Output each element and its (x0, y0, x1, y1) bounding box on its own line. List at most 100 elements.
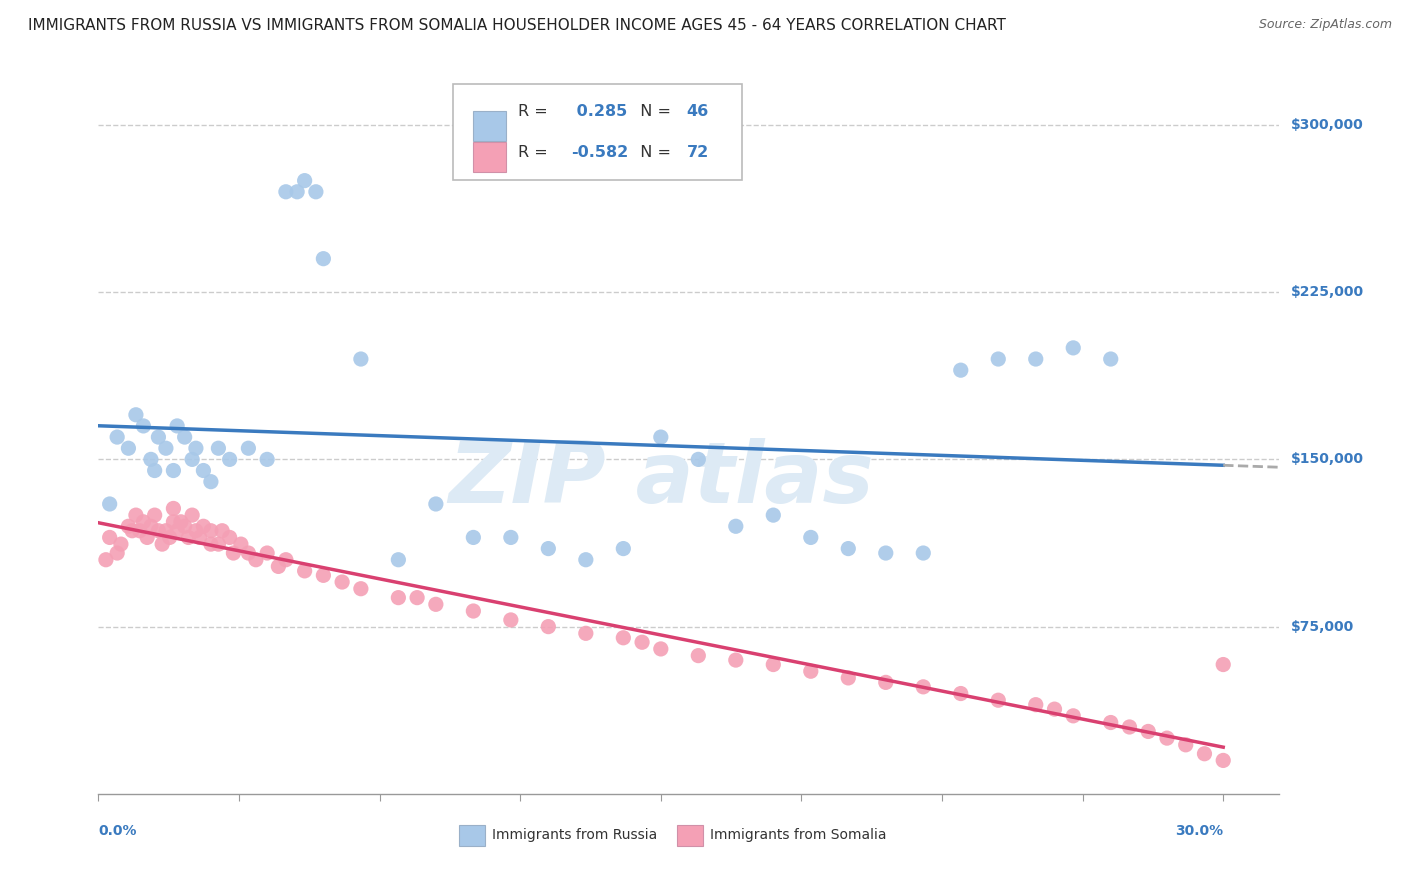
Point (762, 508, 785, 523)
Text: $300,000: $300,000 (1291, 118, 1364, 132)
Point (105, 546, 128, 560)
Point (193, 519, 215, 533)
Point (612, 541, 634, 556)
Text: R =: R = (517, 104, 553, 120)
Point (143, 464, 166, 478)
Point (148, 524, 170, 538)
Point (575, 552, 598, 567)
Point (173, 519, 195, 533)
Text: 46: 46 (686, 104, 709, 120)
Point (188, 530, 211, 544)
Point (155, 524, 177, 538)
Text: R =: R = (517, 145, 553, 160)
Point (193, 464, 215, 478)
Point (949, 687, 972, 701)
Point (238, 546, 260, 560)
Point (98, 497, 121, 511)
FancyBboxPatch shape (453, 84, 742, 180)
Point (94, 552, 117, 567)
Point (125, 408, 148, 422)
Point (229, 537, 252, 551)
Text: $150,000: $150,000 (1291, 452, 1364, 467)
Point (987, 351, 1010, 366)
Point (1156, 731, 1178, 746)
Point (987, 693, 1010, 707)
Point (350, 351, 373, 366)
Text: Immigrants from Russia: Immigrants from Russia (492, 829, 657, 842)
Point (1043, 702, 1066, 716)
Point (537, 541, 560, 556)
Text: IMMIGRANTS FROM RUSSIA VS IMMIGRANTS FROM SOMALIA HOUSEHOLDER INCOME AGES 45 - 6: IMMIGRANTS FROM RUSSIA VS IMMIGRANTS FRO… (28, 18, 1007, 33)
Point (425, 497, 447, 511)
Point (166, 524, 188, 538)
Point (162, 515, 184, 529)
Text: $75,000: $75,000 (1291, 620, 1354, 633)
Point (1194, 747, 1216, 761)
Point (143, 508, 166, 523)
Point (800, 530, 823, 544)
Point (238, 441, 260, 455)
FancyBboxPatch shape (472, 111, 506, 141)
Text: $225,000: $225,000 (1291, 285, 1364, 299)
Point (499, 530, 522, 544)
Point (98, 530, 121, 544)
Point (222, 546, 245, 560)
Point (575, 626, 598, 640)
Point (285, 185, 308, 199)
Point (274, 185, 297, 199)
Point (184, 524, 207, 538)
Point (724, 653, 747, 667)
Point (136, 530, 159, 544)
Point (387, 591, 409, 605)
Point (132, 515, 155, 529)
Point (406, 591, 429, 605)
Point (688, 452, 710, 467)
Point (245, 552, 267, 567)
Point (631, 635, 654, 649)
Point (211, 524, 233, 538)
Point (875, 546, 897, 560)
Point (1025, 351, 1047, 366)
Text: N =: N = (630, 104, 676, 120)
Point (117, 519, 139, 533)
Point (305, 185, 328, 199)
Text: 30.0%: 30.0% (1175, 824, 1223, 838)
Point (166, 418, 188, 433)
Point (837, 671, 859, 685)
Point (875, 675, 897, 690)
Point (1118, 720, 1140, 734)
Point (330, 574, 353, 589)
Point (170, 515, 193, 529)
Point (425, 598, 447, 612)
Point (650, 642, 672, 657)
Point (200, 524, 222, 538)
Point (207, 537, 229, 551)
Point (650, 430, 672, 444)
Point (949, 363, 972, 377)
Point (387, 552, 409, 567)
Point (1025, 698, 1047, 712)
Point (139, 452, 162, 467)
Point (121, 524, 143, 538)
Point (162, 501, 184, 516)
Text: -0.582: -0.582 (571, 145, 628, 160)
Point (912, 680, 935, 694)
Point (117, 441, 139, 455)
Point (800, 664, 823, 679)
Text: ZIP atlas: ZIP atlas (449, 438, 873, 522)
Text: Immigrants from Somalia: Immigrants from Somalia (710, 829, 887, 842)
Point (1062, 341, 1084, 355)
Point (312, 252, 335, 266)
Point (162, 464, 184, 478)
Point (218, 530, 240, 544)
Point (148, 430, 170, 444)
Text: 0.0%: 0.0% (98, 824, 136, 838)
Point (177, 530, 200, 544)
Text: N =: N = (630, 145, 676, 160)
Point (125, 508, 148, 523)
Point (1099, 351, 1122, 366)
Point (537, 619, 560, 633)
Point (294, 564, 316, 578)
Point (294, 173, 316, 187)
Point (207, 441, 229, 455)
